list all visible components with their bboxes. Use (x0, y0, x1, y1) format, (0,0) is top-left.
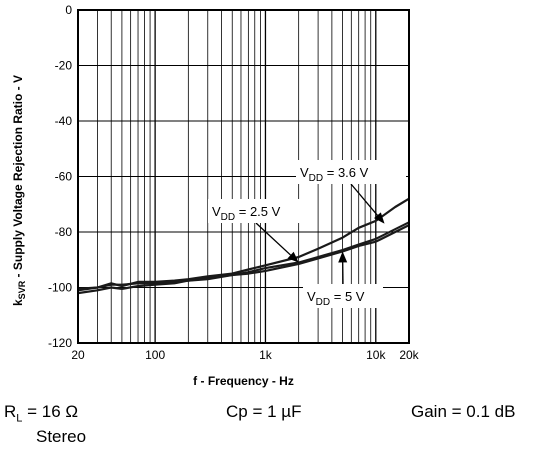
annotation-label-rest: = 5 V (330, 289, 365, 304)
series-line (77, 224, 410, 295)
rl-rest: = 16 Ω (22, 402, 79, 421)
x-tick-labels: 20 100 1k 10k 20k (71, 348, 419, 362)
x-tick-label: 100 (145, 348, 165, 362)
y-tick-label: -40 (55, 114, 73, 128)
rl-prefix: R (4, 402, 17, 421)
annotation-label-sub: DD (309, 173, 323, 184)
annotation-label-prefix: V (212, 204, 221, 219)
annotation-label-rest: = 2.5 V (235, 204, 280, 219)
y-tick-labels: 0 -20 -40 -60 -80 -100 -120 (48, 3, 72, 350)
annotation-arrow-line (350, 183, 378, 216)
y-tick-label: 0 (65, 3, 72, 17)
x-tick-label: 1k (259, 348, 273, 362)
annotation-label: VDD = 2.5 V (212, 204, 281, 223)
stereo-mode-condition: Stereo (36, 427, 87, 446)
annotation-arrowhead (373, 212, 385, 224)
rl-sub: L (16, 412, 23, 425)
y-tick-label: -80 (55, 225, 73, 239)
series-layer (77, 197, 410, 295)
load-resistance-condition: RL = 16 Ω (4, 402, 78, 424)
y-axis-label: kSVR - Supply Voltage Rejection Ratio - … (11, 75, 27, 306)
y-tick-label: -100 (48, 281, 72, 295)
series-line (77, 197, 410, 292)
annotation-label-sub: DD (221, 212, 235, 223)
bypass-capacitor-condition: Cp = 1 µF (226, 402, 302, 421)
annotation-label: VDD = 3.6 V (300, 165, 369, 184)
y-axis-label-sub: SVR (17, 280, 27, 299)
y-axis-label-prefix: k (11, 299, 25, 306)
annotation-label-bg (303, 284, 383, 308)
plot-frame (77, 9, 410, 344)
y-tick-label: -120 (48, 336, 72, 350)
annotation-label-bg (208, 199, 304, 223)
annotation-arrow-line (255, 222, 292, 256)
y-tick-label: -60 (55, 170, 73, 184)
annotation-label-bg (296, 160, 406, 184)
annotation-arrowhead (287, 251, 299, 263)
x-tick-label: 20 (71, 348, 85, 362)
annotation-label: VDD = 5 V (307, 289, 365, 308)
annotation-label-prefix: V (300, 165, 309, 180)
annotation-label-rest: = 3.6 V (323, 165, 368, 180)
x-axis-label: f - Frequency - Hz (193, 374, 294, 388)
x-tick-label: 20k (399, 348, 419, 362)
gain-condition: Gain = 0.1 dB (411, 402, 516, 421)
y-axis-label-rest: - Supply Voltage Rejection Ratio - V (11, 75, 25, 281)
x-tick-label: 10k (366, 348, 386, 362)
annotation-label-sub: DD (316, 297, 330, 308)
y-tick-label: -20 (55, 59, 73, 73)
annotation-arrowhead (338, 251, 348, 263)
annotation-label-prefix: V (307, 289, 316, 304)
